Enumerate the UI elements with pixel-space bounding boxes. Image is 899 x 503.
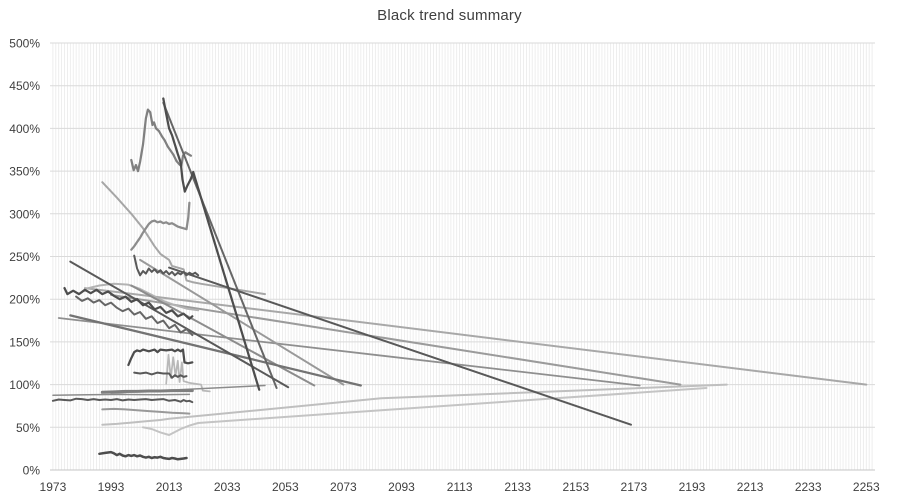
chart-title: Black trend summary	[377, 7, 522, 24]
series-fan-2073	[139, 258, 345, 386]
x-axis-tick-label: 2153	[562, 480, 589, 494]
x-axis-tick-label: 2093	[388, 480, 415, 494]
x-axis-tick-label: 1993	[98, 480, 125, 494]
y-axis-tick-label: 350%	[9, 165, 40, 179]
series-lines	[51, 97, 868, 461]
y-axis-tick-label: 250%	[9, 250, 40, 264]
series-dip-41-rise-2198	[142, 387, 708, 436]
axis-tick-labels: 0% 50% 100% 150% 200% 250% 300% 350% 400% 450% 500…	[9, 37, 880, 495]
x-axis-tick-label: 2053	[272, 480, 299, 494]
series-trend-right-2253	[83, 287, 868, 386]
y-axis-tick-label: 500%	[9, 37, 40, 51]
series-jagged-235	[133, 254, 200, 277]
series-jagged-210	[63, 286, 194, 320]
x-axis-tick-label: 2193	[679, 480, 706, 494]
x-axis-tick-label: 2073	[330, 480, 357, 494]
y-axis-tick-label: 400%	[9, 122, 40, 136]
series-fan-2063	[130, 284, 316, 387]
series-light-dome-215	[83, 282, 200, 312]
x-axis-tick-label: 2113	[447, 480, 473, 494]
x-axis-tick-label: 2013	[156, 480, 183, 494]
x-axis-tick-label: 2173	[621, 480, 648, 494]
gridlines	[50, 42, 875, 471]
series-dark-long-2172	[168, 266, 632, 426]
y-axis-tick-label: 150%	[9, 335, 40, 349]
series-fan-2079	[69, 314, 362, 387]
x-axis-tick-label: 2213	[737, 480, 764, 494]
series-rise-53-to-100-2205	[101, 383, 728, 426]
y-axis-tick-label: 450%	[9, 79, 40, 93]
x-axis-tick-label: 2253	[853, 480, 880, 494]
series-step-140	[127, 348, 194, 367]
y-axis-tick-label: 0%	[23, 464, 41, 478]
x-axis-tick-label: 2233	[795, 480, 822, 494]
series-flat-88	[52, 393, 191, 397]
x-axis-tick-label: 2133	[504, 480, 531, 494]
series-light-spiky-120	[165, 353, 211, 393]
y-axis-tick-label: 300%	[9, 207, 40, 221]
series-fan-2050	[162, 101, 278, 389]
y-axis-tick-label: 200%	[9, 293, 40, 307]
series-thick-92	[100, 389, 194, 394]
series-wavy-18	[98, 450, 188, 461]
series-flat-113	[133, 371, 188, 379]
series-dark-spike-435	[162, 97, 261, 391]
y-axis-tick-label: 100%	[9, 378, 40, 392]
x-axis-tick-label: 2033	[214, 480, 241, 494]
series-wavy-82	[51, 397, 194, 404]
series-light-peak-335	[101, 181, 266, 296]
x-axis-tick-label: 1973	[40, 480, 67, 494]
series-flat-70	[101, 407, 191, 415]
series-rise-plateau-310	[130, 201, 191, 251]
series-trend-right-2190	[110, 293, 682, 386]
y-axis-tick-label: 50%	[16, 421, 40, 435]
series-jagged-195	[75, 295, 194, 337]
